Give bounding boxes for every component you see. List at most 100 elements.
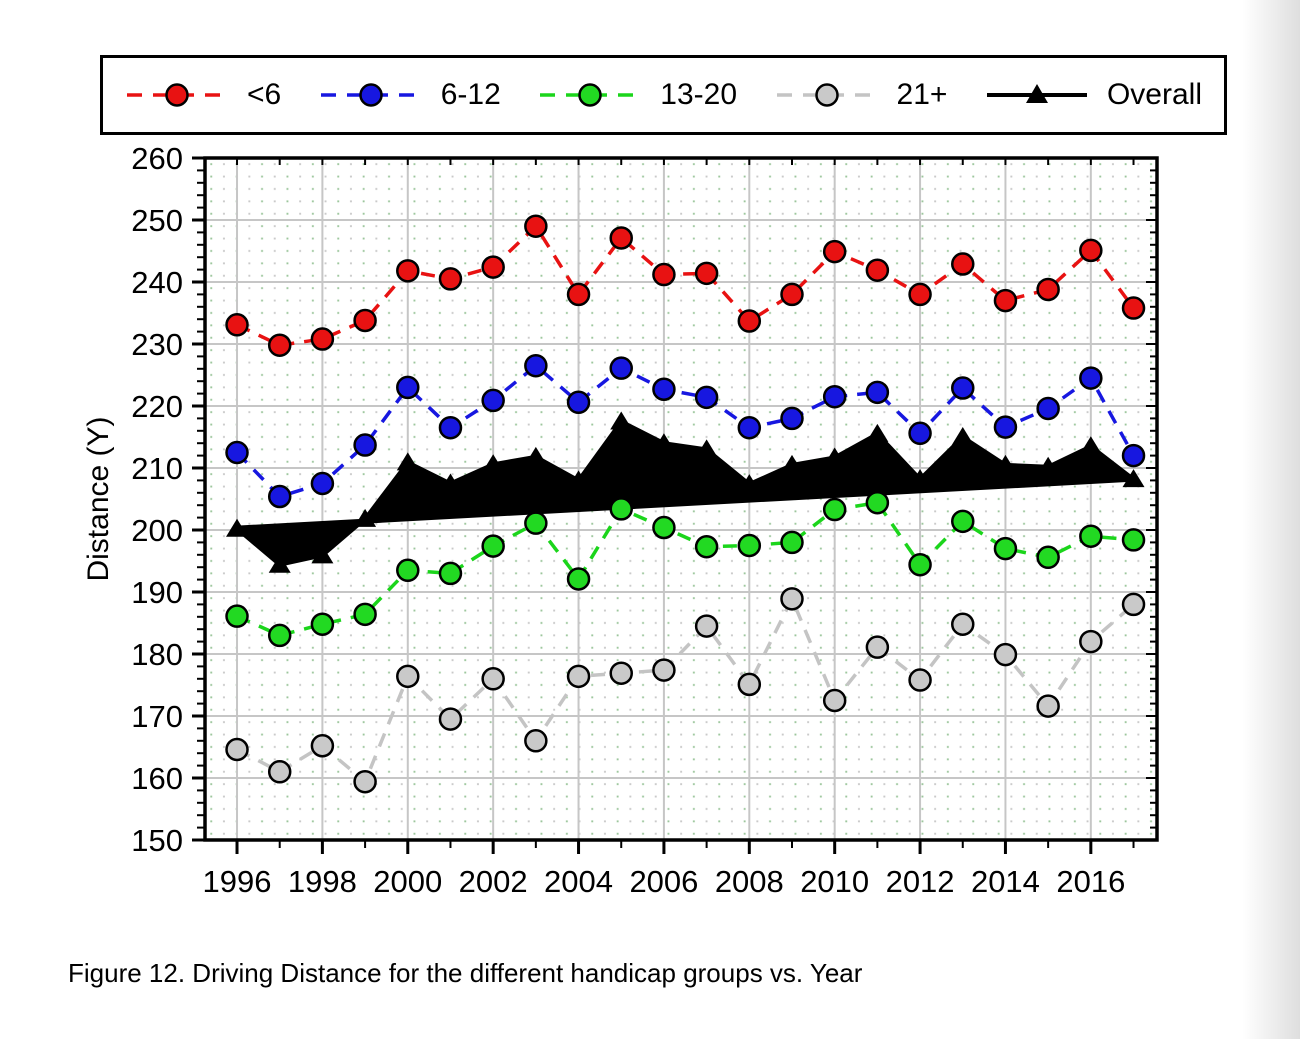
- series-circle-marker: [609, 226, 633, 250]
- series-circle-marker: [609, 497, 633, 521]
- svg-text:160: 160: [131, 761, 183, 796]
- series-circle-marker: [908, 668, 932, 692]
- series-circle-marker: [865, 380, 890, 405]
- overall-triangle-marker: [994, 454, 1017, 473]
- series-circle-marker: [609, 661, 633, 685]
- overall-triangle-marker: [823, 447, 846, 466]
- overall-triangle-marker: [610, 411, 633, 430]
- y-tick-labels: 150 160 170 180 190 200 210 220 230 240 250 260: [131, 141, 183, 858]
- series-circle-marker: [1079, 524, 1103, 548]
- series-circle-marker: [737, 415, 762, 440]
- series-circle-marker: [353, 769, 377, 794]
- overall-triangle-marker: [396, 452, 419, 471]
- series-circle-marker: [225, 440, 249, 465]
- series-circle-marker: [694, 614, 719, 638]
- series-circle-marker: [396, 558, 420, 583]
- overall-trendline: [236, 476, 1134, 531]
- series-1-group: [225, 353, 1146, 509]
- series-circle-marker: [481, 667, 505, 691]
- series-circle-marker: [993, 288, 1018, 313]
- series-circle-marker: [1036, 694, 1060, 718]
- svg-text:170: 170: [131, 699, 183, 734]
- overall-triangle-marker: [866, 423, 889, 442]
- x-tick-labels: 1996 1998 2000 2002 2004 2006 2008 2010 2012 2014…: [203, 864, 1126, 899]
- series-circle-marker: [267, 760, 292, 784]
- series-circle-marker: [481, 388, 505, 413]
- series-circle-marker: [225, 604, 249, 628]
- series-circle-marker: [566, 282, 591, 307]
- svg-text:250: 250: [131, 203, 183, 238]
- svg-text:200: 200: [131, 513, 183, 548]
- overall-triangle-marker: [354, 508, 377, 527]
- overall-triangle-marker: [268, 554, 291, 573]
- overall-triangle-marker: [951, 427, 974, 445]
- svg-text:1998: 1998: [288, 864, 357, 899]
- figure-caption: Figure 12. Driving Distance for the diff…: [68, 958, 863, 988]
- series-circle-marker: [780, 530, 804, 555]
- legend-sample-21plus-icon: [776, 83, 877, 107]
- series-circle-marker: [438, 561, 463, 586]
- series-circle-marker: [694, 385, 719, 410]
- svg-text:180: 180: [131, 637, 183, 672]
- series-circle-marker: [865, 258, 890, 282]
- svg-text:2006: 2006: [629, 864, 698, 899]
- series-circle-marker: [396, 664, 420, 689]
- series-circle-marker: [566, 567, 591, 591]
- svg-text:210: 210: [131, 451, 183, 486]
- legend-label-overall: Overall: [1106, 78, 1202, 111]
- series-circle-marker: [1121, 528, 1146, 552]
- series-circle-marker: [694, 534, 719, 559]
- series-circle-marker: [822, 497, 847, 522]
- overall-triangle-marker: [567, 470, 590, 489]
- series-circle-marker: [737, 309, 762, 333]
- series-circle-marker: [310, 734, 335, 758]
- series-circle-marker: [1036, 277, 1060, 302]
- series-circle-marker: [1079, 629, 1103, 654]
- series-circle-marker: [993, 642, 1018, 667]
- series-circle-marker: [267, 333, 292, 357]
- series-circle-marker: [524, 511, 548, 535]
- series-circle-marker: [310, 612, 335, 636]
- series-circle-marker: [737, 672, 762, 697]
- series-circle-marker: [1121, 296, 1146, 320]
- series-circle-marker: [951, 376, 975, 400]
- legend-label-21plus: 21+: [896, 78, 948, 111]
- overall-triangle-marker: [652, 433, 675, 452]
- svg-text:220: 220: [131, 389, 183, 424]
- series-circle-marker: [908, 282, 932, 307]
- legend-item-overall: Overall: [985, 77, 1202, 113]
- overall-triangle-marker: [738, 474, 761, 493]
- svg-text:2010: 2010: [800, 864, 869, 899]
- overall-triangle-marker: [1079, 436, 1102, 455]
- series-3-group: [225, 587, 1146, 794]
- svg-text:2000: 2000: [373, 864, 442, 899]
- series-circle-marker: [1036, 545, 1060, 570]
- series-circle-marker: [524, 353, 548, 378]
- series-circle-marker: [481, 255, 505, 279]
- series-circle-marker: [609, 356, 633, 380]
- chart-legend: <6 6-12 13-20 21+ Overall: [100, 55, 1227, 135]
- series-circle-marker: [566, 664, 591, 689]
- series-circle-marker: [865, 635, 890, 659]
- series-circle-marker: [951, 509, 975, 534]
- series-circle-marker: [225, 313, 249, 337]
- svg-text:2004: 2004: [544, 864, 613, 899]
- series-circle-marker: [908, 552, 932, 577]
- legend-item-21plus: 21+: [775, 77, 948, 113]
- series-circle-marker: [438, 707, 463, 731]
- series-circle-marker: [951, 252, 975, 276]
- plot-frame: [192, 156, 1159, 854]
- series-circle-marker: [652, 658, 676, 682]
- series-circle-marker: [1079, 366, 1103, 390]
- legend-sample-13-20-icon: [540, 83, 641, 107]
- overall-triangle-marker: [226, 518, 249, 537]
- series-circle-marker: [652, 377, 676, 402]
- overall-triangle-marker: [1122, 469, 1145, 488]
- series-circle-marker: [566, 390, 591, 415]
- series-circle-marker: [353, 433, 377, 457]
- svg-text:1996: 1996: [203, 864, 272, 899]
- y-axis-title: Distance (Y): [82, 416, 115, 581]
- series-circle-marker: [1036, 396, 1060, 421]
- overall-triangle-marker: [439, 473, 462, 492]
